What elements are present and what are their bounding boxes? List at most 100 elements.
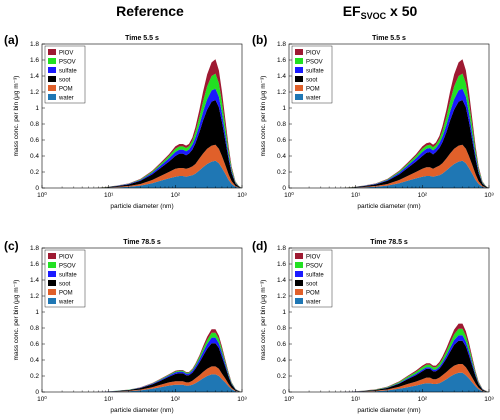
legend-swatch-sulfate	[48, 271, 56, 277]
legend-swatch-soot	[295, 280, 303, 286]
y-tick-label: 0.8	[277, 325, 286, 332]
legend: PIOV PSOV sulfate soot POM water	[291, 45, 333, 104]
stacked-areas	[93, 329, 242, 392]
y-tick-label: 1.8	[30, 245, 39, 252]
legend-label-piov: PIOV	[59, 254, 73, 260]
column-title-efsvoc: EFSVOC x 50	[343, 3, 418, 21]
legend-label-piov: PIOV	[306, 50, 320, 56]
stacked-areas	[340, 323, 489, 392]
x-axis-label: particle diameter (nm)	[357, 203, 420, 210]
y-tick-label: 1.8	[277, 41, 286, 48]
area-pom	[93, 144, 242, 188]
x-tick-label: 10¹	[104, 396, 114, 403]
y-tick-label: 1	[35, 309, 39, 316]
y-tick-label: 1.6	[30, 57, 39, 64]
y-tick-label: 0.8	[277, 121, 286, 128]
stacked-areas	[340, 59, 489, 189]
area-soot	[340, 340, 489, 392]
legend-label-soot: soot	[306, 281, 318, 287]
legend-label-water: water	[305, 95, 321, 101]
legend-swatch-piov	[295, 49, 303, 55]
panel-label: (a)	[4, 33, 19, 47]
column-title-suffix: x 50	[386, 3, 417, 19]
legend-label-sulfate: sulfate	[306, 68, 324, 74]
legend-swatch-pom	[48, 289, 56, 295]
y-tick-label: 0	[35, 185, 39, 192]
column-title-main: EF	[343, 3, 361, 19]
legend-swatch-sulfate	[295, 67, 303, 73]
legend-label-soot: soot	[59, 77, 71, 83]
legend-swatch-sulfate	[295, 271, 303, 277]
legend: PIOV PSOV sulfate soot POM water	[44, 45, 86, 104]
y-tick-label: 1.2	[30, 89, 39, 96]
y-tick-label: 1.2	[30, 293, 39, 300]
y-tick-label: 0.2	[277, 169, 286, 176]
y-tick-label: 1.6	[277, 57, 286, 64]
plot-title: Time 78.5 s	[123, 239, 161, 246]
y-tick-label: 0.2	[30, 169, 39, 176]
legend-label-psov: PSOV	[59, 263, 76, 269]
y-tick-label: 0.8	[30, 121, 39, 128]
y-tick-label: 1	[35, 105, 39, 112]
legend-box	[291, 45, 333, 104]
legend-swatch-piov	[295, 253, 303, 259]
area-sulfate	[93, 337, 242, 392]
x-tick-label: 10²	[171, 396, 181, 403]
area-pom	[93, 366, 242, 392]
axes-box	[41, 247, 243, 393]
legend-swatch-water	[295, 298, 303, 304]
y-axis-label: mass conc. per bin (μg m⁻³)	[260, 76, 267, 157]
area-piov	[340, 59, 489, 189]
legend: PIOV PSOV sulfate soot POM water	[44, 249, 86, 308]
y-tick-label: 0.6	[277, 341, 286, 348]
legend-label-sulfate: sulfate	[59, 68, 77, 74]
x-tick-label: 10⁰	[37, 191, 47, 199]
x-tick-label: 10¹	[351, 396, 361, 403]
area-piov	[93, 59, 242, 189]
legend-swatch-sulfate	[48, 67, 56, 73]
legend-swatch-water	[48, 298, 56, 304]
y-tick-label: 1.6	[277, 261, 286, 268]
y-tick-label: 0.8	[30, 325, 39, 332]
y-tick-label: 0.6	[30, 137, 39, 144]
x-tick-label: 10¹	[104, 192, 114, 199]
area-water	[340, 372, 489, 392]
legend-label-water: water	[58, 299, 74, 305]
panel-label: (d)	[252, 239, 267, 253]
axes-box	[288, 247, 490, 393]
x-tick-label: 10¹	[351, 192, 361, 199]
x-tick-label: 10²	[418, 192, 428, 199]
legend-swatch-piov	[48, 253, 56, 259]
legend-swatch-piov	[48, 49, 56, 55]
y-tick-label: 0	[282, 185, 286, 192]
y-axis-label: mass conc. per bin (μg m⁻³)	[13, 280, 20, 361]
legend-label-sulfate: sulfate	[306, 272, 324, 278]
plot-title: Time 5.5 s	[125, 35, 159, 42]
y-tick-label: 0.4	[30, 153, 39, 160]
area-pom	[340, 364, 489, 392]
legend-swatch-soot	[48, 280, 56, 286]
legend-label-pom: POM	[59, 86, 73, 92]
area-psov	[340, 73, 489, 188]
area-soot	[93, 100, 242, 188]
legend-label-pom: POM	[306, 290, 320, 296]
y-tick-label: 1.4	[30, 277, 39, 284]
x-tick-label: 10⁰	[284, 395, 294, 403]
x-axis-label: particle diameter (nm)	[357, 407, 420, 414]
y-axis-label: mass conc. per bin (μg m⁻³)	[13, 76, 20, 157]
legend-label-soot: soot	[306, 77, 318, 83]
panel-d: (d) Time 78.5 s 0 0.2 0.4 0.6 0.8 1 1.2 1.4 1.6 1.8…	[252, 239, 495, 414]
x-axis-label: particle diameter (nm)	[110, 407, 173, 414]
column-title-reference: Reference	[116, 3, 184, 19]
y-tick-label: 1.4	[277, 73, 286, 80]
y-tick-label: 1.8	[277, 245, 286, 252]
area-sulfate	[340, 88, 489, 188]
area-psov	[93, 332, 242, 392]
area-soot	[93, 343, 242, 392]
x-tick-label: 10³	[484, 192, 494, 199]
legend-label-psov: PSOV	[306, 263, 323, 269]
y-tick-label: 1.2	[277, 89, 286, 96]
axes-box	[41, 43, 243, 189]
panel-c: (c) Time 78.5 s 0 0.2 0.4 0.6 0.8 1 1.2 1.4 1.6 1.8…	[4, 239, 248, 414]
